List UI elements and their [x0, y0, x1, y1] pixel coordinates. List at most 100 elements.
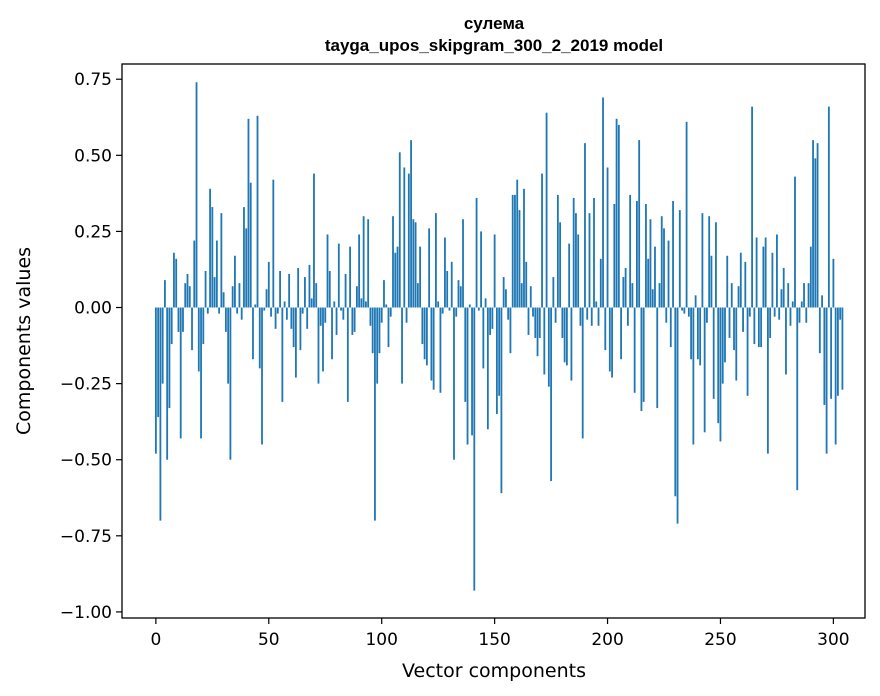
bar-187: [577, 234, 580, 308]
bar-195: [595, 301, 598, 308]
bar-32: [227, 307, 230, 384]
bar-127: [441, 307, 444, 314]
bar-263: [748, 307, 751, 317]
bar-223: [658, 283, 661, 308]
bar-173: [545, 112, 548, 308]
bar-266: [755, 237, 758, 308]
bar-213: [636, 200, 638, 308]
bar-25: [211, 207, 214, 308]
bar-142: [475, 197, 478, 308]
bar-189: [581, 307, 584, 439]
bar-84: [344, 274, 347, 308]
bar-100: [380, 307, 383, 323]
bar-33: [229, 307, 232, 460]
bar-143: [477, 307, 480, 311]
bar-185: [572, 197, 575, 308]
bar-61: [292, 307, 295, 348]
bar-273: [771, 252, 774, 308]
bar-86: [349, 246, 351, 308]
bar-177: [554, 307, 557, 323]
bar-239: [694, 295, 697, 308]
bar-169: [536, 307, 539, 357]
bar-153: [500, 307, 503, 494]
bar-43: [252, 307, 254, 360]
bar-21: [202, 307, 205, 345]
bar-110: [403, 167, 406, 308]
bar-82: [340, 307, 342, 311]
bar-180: [561, 307, 564, 338]
bar-139: [468, 304, 471, 308]
bar-280: [787, 283, 790, 308]
bar-209: [626, 307, 629, 326]
bar-198: [602, 97, 604, 308]
y-tick-label: 0.25: [74, 222, 112, 242]
bar-71: [315, 283, 318, 308]
bar-133: [455, 307, 458, 317]
bar-129: [446, 270, 449, 308]
bar-251: [721, 307, 724, 384]
bar-250: [719, 307, 722, 442]
bar-254: [728, 307, 731, 338]
bar-257: [735, 307, 738, 381]
bar-122: [430, 307, 433, 381]
bar-34: [231, 286, 234, 308]
bar-236: [687, 307, 690, 317]
x-axis-label: Vector components: [402, 660, 586, 682]
bar-8: [173, 252, 175, 308]
bar-229: [672, 200, 674, 308]
bar-176: [552, 277, 555, 308]
bar-205: [617, 124, 620, 308]
bar-30: [222, 292, 225, 308]
bar-89: [355, 286, 358, 308]
bar-168: [534, 307, 537, 338]
bar-14: [186, 274, 189, 308]
bar-28: [218, 307, 221, 314]
bar-243: [703, 307, 706, 433]
bar-235: [685, 121, 688, 308]
bar-275: [776, 234, 778, 308]
plot-frame: [121, 63, 866, 619]
bar-259: [739, 252, 742, 308]
bar-188: [579, 307, 582, 326]
bar-54: [276, 307, 279, 314]
bar-193: [590, 307, 593, 326]
bar-56: [281, 307, 284, 402]
bar-93: [365, 301, 367, 308]
bar-64: [299, 307, 302, 351]
bar-91: [360, 298, 363, 308]
bar-101: [383, 280, 385, 308]
bar-242: [701, 213, 704, 308]
bar-88: [353, 307, 356, 332]
bar-144: [480, 231, 482, 308]
bar-145: [482, 307, 485, 369]
bar-264: [751, 106, 753, 308]
bar-226: [665, 307, 668, 323]
bar-199: [604, 307, 607, 351]
bar-210: [629, 194, 632, 308]
bar-106: [394, 252, 397, 308]
bar-96: [371, 307, 374, 354]
bar-50: [267, 261, 270, 308]
bar-27: [215, 240, 218, 308]
bar-304: [841, 307, 844, 390]
bar-75: [324, 307, 327, 323]
bar-39: [243, 207, 245, 308]
bar-63: [297, 267, 300, 308]
y-axis-label: Components values: [13, 247, 35, 435]
bar-31: [224, 307, 227, 332]
bar-46: [258, 307, 261, 369]
bar-182: [565, 307, 568, 366]
bar-191: [586, 307, 589, 320]
bar-35: [234, 255, 236, 308]
bar-171: [541, 173, 543, 308]
bar-201: [608, 307, 611, 372]
bar-6: [168, 307, 171, 408]
bar-116: [416, 283, 419, 308]
bar-15: [188, 286, 191, 308]
bar-237: [690, 307, 693, 360]
x-tick-label: 200: [591, 630, 623, 650]
bar-66: [304, 277, 306, 308]
bar-81: [337, 243, 340, 308]
bar-67: [306, 307, 309, 329]
